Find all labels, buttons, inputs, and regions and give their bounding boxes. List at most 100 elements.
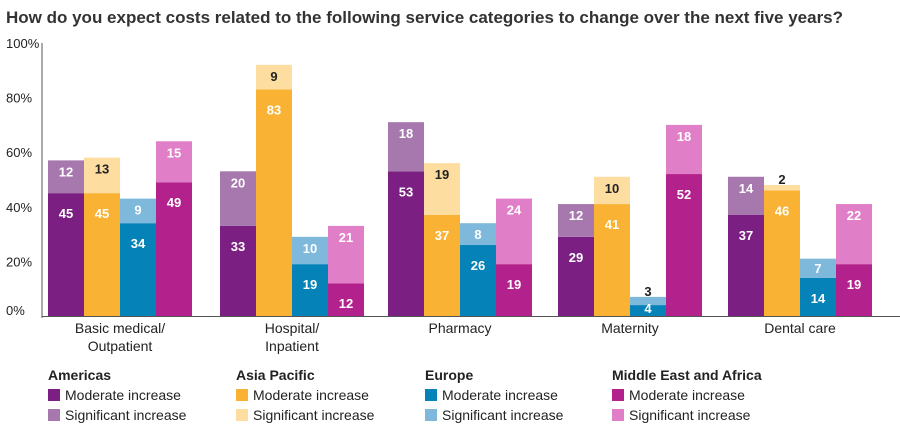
bar-significant xyxy=(156,141,192,183)
bar-significant xyxy=(220,171,256,226)
bar-moderate xyxy=(558,236,594,316)
bar-moderate xyxy=(388,171,424,316)
legend-label: Moderate increase xyxy=(253,387,369,403)
legend-swatch xyxy=(48,409,60,421)
bar-moderate xyxy=(84,193,120,316)
bar-moderate xyxy=(424,214,460,316)
bar-value-label: 12 xyxy=(59,164,73,179)
legend-item: Significant increase xyxy=(425,405,563,425)
legend-swatch xyxy=(48,389,60,401)
bar-moderate xyxy=(666,174,702,316)
legend: Americas Moderate increase Significant inc… xyxy=(0,366,900,443)
bar-significant xyxy=(728,176,764,215)
x-axis: Basic medical/Outpatient Hospital/Inpatie… xyxy=(42,316,900,354)
bar-significant xyxy=(594,176,630,205)
legend-group: Europe Moderate increase Significant incre… xyxy=(425,366,563,425)
bar-value-label: 24 xyxy=(507,203,522,218)
y-tick-label: 40% xyxy=(6,200,32,215)
legend-group: Asia Pacific Moderate increase Significant… xyxy=(236,366,374,425)
legend-label: Moderate increase xyxy=(442,387,558,403)
bar-moderate xyxy=(496,264,532,316)
legend-label: Significant increase xyxy=(442,407,564,423)
x-tick-label: Dental care xyxy=(764,320,836,336)
x-tick-label: Basic medical/ xyxy=(75,320,165,336)
bar-value-label: 45 xyxy=(95,206,109,221)
legend-swatch xyxy=(425,409,437,421)
bar-value-label: 15 xyxy=(167,145,181,160)
bar-value-label: 41 xyxy=(605,217,619,232)
bar-value-label: 26 xyxy=(471,258,485,273)
bar-value-label: 10 xyxy=(605,181,619,196)
y-tick-label: 0% xyxy=(6,303,25,318)
bar-moderate xyxy=(328,283,364,316)
legend-swatch xyxy=(236,389,248,401)
x-tick-label: Pharmacy xyxy=(428,320,491,336)
bar-group: 53 18 37 19 26 8 19 24 xyxy=(388,122,532,316)
bar-significant xyxy=(558,204,594,237)
y-axis: 0% 20% 40% 60% 80% 100% xyxy=(6,36,43,318)
bar-significant xyxy=(496,198,532,265)
bar-moderate xyxy=(594,204,630,316)
x-tick-label: Hospital/ xyxy=(265,320,320,336)
legend-item: Moderate increase xyxy=(612,385,762,405)
bar-value-label: 7 xyxy=(814,261,821,276)
legend-region-title: Asia Pacific xyxy=(236,367,315,383)
bar-moderate xyxy=(630,305,666,316)
bar-value-label: 13 xyxy=(95,162,109,177)
bar-significant xyxy=(460,223,496,246)
bar-group: 37 14 46 2 14 7 19 22 xyxy=(728,172,872,316)
y-tick-label: 60% xyxy=(6,145,32,160)
legend-item: Moderate increase xyxy=(425,385,563,405)
bar-significant xyxy=(328,225,364,284)
bar-value-label: 21 xyxy=(339,230,353,245)
bar-value-label: 2 xyxy=(778,172,785,187)
bar-value-label: 37 xyxy=(739,228,753,243)
bar-significant xyxy=(424,163,460,215)
bar-value-label: 19 xyxy=(303,277,317,292)
bar-value-label: 22 xyxy=(847,208,861,223)
bar-moderate xyxy=(120,223,156,316)
bar-value-label: 12 xyxy=(339,296,353,311)
bar-moderate xyxy=(48,193,84,316)
legend-region-title: Middle East and Africa xyxy=(612,367,762,383)
legend-region-title: Europe xyxy=(425,367,474,383)
bar-value-label: 45 xyxy=(59,206,73,221)
bar-value-label: 12 xyxy=(569,208,583,223)
bar-value-label: 33 xyxy=(231,239,245,254)
legend-item: Moderate increase xyxy=(236,385,374,405)
bar-significant xyxy=(666,124,702,175)
bar-value-label: 19 xyxy=(507,277,521,292)
bar-value-label: 29 xyxy=(569,250,583,265)
y-tick-label: 20% xyxy=(6,254,32,269)
chart-title: How do you expect costs related to the f… xyxy=(6,8,843,27)
legend-label: Significant increase xyxy=(65,407,187,423)
legend-region-title: Americas xyxy=(48,367,112,383)
legend-label: Moderate increase xyxy=(629,387,745,403)
bar-significant xyxy=(120,198,156,224)
bar-moderate xyxy=(728,214,764,316)
bar-value-label: 83 xyxy=(267,102,281,117)
legend-swatch xyxy=(236,409,248,421)
x-tick-label: Maternity xyxy=(601,320,659,336)
bar-value-label: 14 xyxy=(811,291,826,306)
bar-value-label: 18 xyxy=(399,126,413,141)
bar-moderate xyxy=(156,182,192,316)
bar-moderate xyxy=(764,190,800,316)
bar-significant xyxy=(388,122,424,172)
bar-moderate xyxy=(220,225,256,316)
bar-value-label: 37 xyxy=(435,228,449,243)
bar-moderate xyxy=(460,245,496,316)
bar-value-label: 9 xyxy=(270,69,277,84)
bar-moderate xyxy=(836,264,872,316)
legend-group: Middle East and Africa Moderate increase S… xyxy=(612,366,762,425)
legend-label: Significant increase xyxy=(629,407,751,423)
bar-significant xyxy=(48,160,84,194)
bar-significant xyxy=(764,184,800,191)
bar-significant xyxy=(84,157,120,194)
bar-significant xyxy=(256,64,292,90)
legend-label: Significant increase xyxy=(253,407,375,423)
legend-item: Significant increase xyxy=(48,405,186,425)
bar-value-label: 49 xyxy=(167,195,181,210)
y-tick-label: 80% xyxy=(6,91,32,106)
